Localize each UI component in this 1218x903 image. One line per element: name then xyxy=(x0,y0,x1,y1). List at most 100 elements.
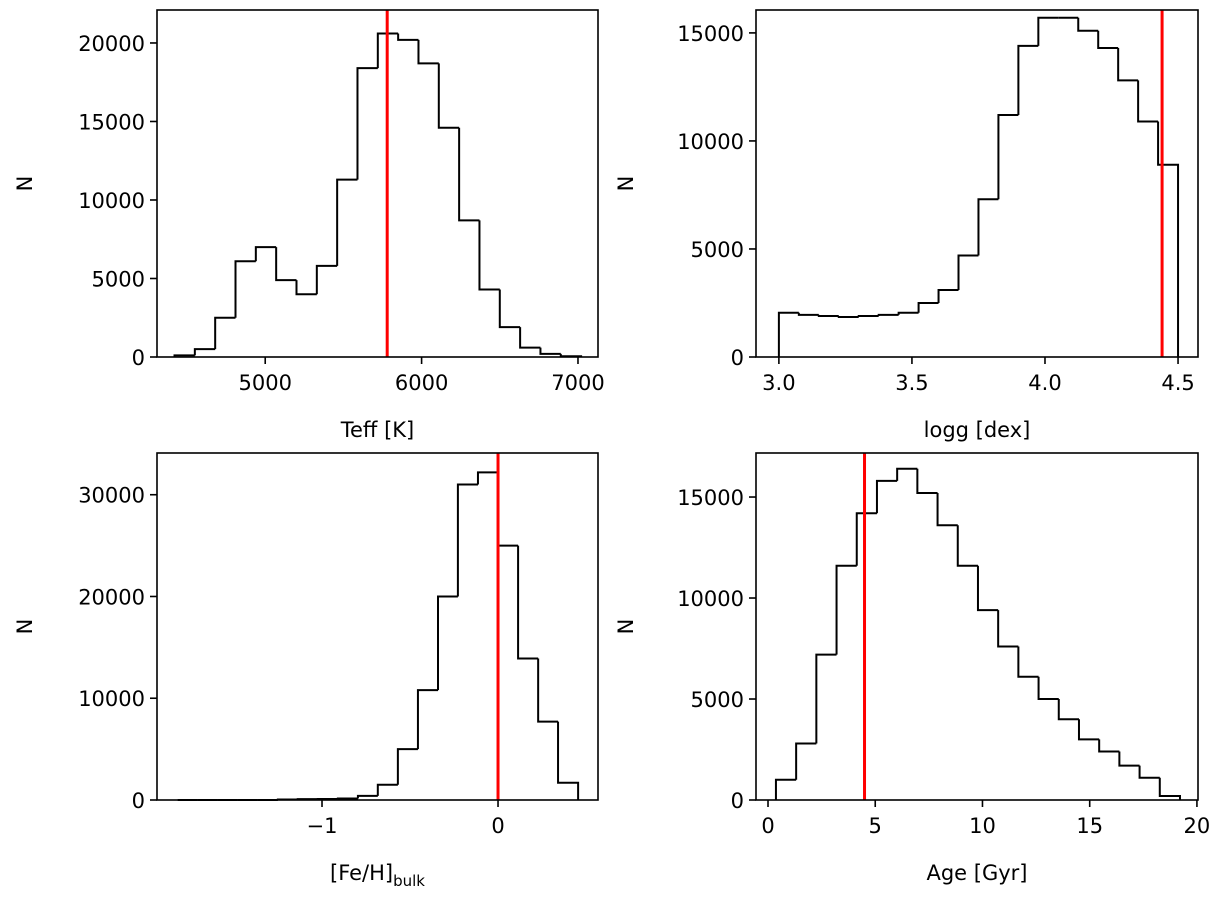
y-tick-label: 10000 xyxy=(677,587,744,611)
y-tick-label: 15000 xyxy=(677,486,744,510)
x-tick-label: 0 xyxy=(491,814,504,838)
axes-frame xyxy=(755,9,1199,358)
hist-step xyxy=(336,797,358,800)
hist-step xyxy=(336,178,358,266)
hist-step xyxy=(557,721,580,800)
hist-step xyxy=(539,347,561,355)
hist-step xyxy=(997,610,1019,648)
hist-step xyxy=(957,254,979,291)
hist-step xyxy=(456,483,478,597)
hist-step xyxy=(234,260,256,318)
x-tick-label: 6000 xyxy=(395,371,448,395)
hist-step xyxy=(397,33,419,41)
hist-step xyxy=(517,545,539,660)
hist-step xyxy=(1017,44,1039,116)
x-axis-label-main: logg [dex] xyxy=(924,418,1031,442)
hist-step xyxy=(497,472,519,547)
hist-step xyxy=(857,314,879,318)
x-axis-label: logg [dex] xyxy=(924,418,1031,442)
hist-step xyxy=(897,311,919,315)
hist-step xyxy=(1117,48,1139,82)
y-tick-label: 5000 xyxy=(691,688,744,712)
hist-step xyxy=(275,247,297,282)
hist-step xyxy=(356,67,378,180)
x-axis-label: Age [Gyr] xyxy=(926,861,1027,885)
hist-step xyxy=(1037,16,1059,46)
y-tick-label: 0 xyxy=(132,789,145,813)
hist-step xyxy=(896,467,918,481)
hist-step xyxy=(214,316,236,350)
subplot: 3.0 3.5 4.0 4.5 0 5000 10000 15000 logg [dex] N xyxy=(614,9,1199,442)
x-axis-label-main: Age [Gyr] xyxy=(926,861,1027,885)
hist-step xyxy=(875,479,898,514)
hist-step xyxy=(1037,676,1059,701)
hist-step xyxy=(1017,646,1039,678)
hist-step xyxy=(937,289,959,303)
hist-step xyxy=(1057,699,1079,721)
y-tick-label: 5000 xyxy=(92,267,145,291)
x-tick-label: 5000 xyxy=(238,371,291,395)
hist-step xyxy=(774,778,797,800)
y-tick-label: 20000 xyxy=(78,585,145,609)
hist-step xyxy=(376,32,399,69)
y-tick-label: 20000 xyxy=(78,32,145,56)
hist-step xyxy=(376,783,398,796)
x-tick-label: 7000 xyxy=(551,371,604,395)
hist-step xyxy=(1077,719,1100,741)
y-tick-label: 10000 xyxy=(78,687,145,711)
x-axis-label-main: [Fe/H] xyxy=(330,861,393,885)
y-tick-label: 0 xyxy=(731,346,744,370)
hist-step xyxy=(837,315,859,319)
y-tick-label: 0 xyxy=(731,789,744,813)
hist-step xyxy=(295,280,317,296)
hist-step xyxy=(498,289,521,329)
hist-step xyxy=(476,471,499,485)
hist-step xyxy=(1138,765,1160,779)
x-tick-label: 3.5 xyxy=(895,371,928,395)
axes-frame xyxy=(156,9,599,358)
hist-step xyxy=(193,348,216,356)
hist-step xyxy=(1077,17,1099,32)
hist-step xyxy=(936,492,958,527)
hist-step xyxy=(417,39,439,65)
hist-step xyxy=(537,658,559,723)
hist-step xyxy=(315,264,338,295)
hist-step xyxy=(396,748,418,785)
x-tick-label: 5 xyxy=(869,814,882,838)
x-tick-label: 4.5 xyxy=(1161,371,1194,395)
y-tick-label: 30000 xyxy=(78,484,145,508)
x-tick-label: 10 xyxy=(969,814,996,838)
x-tick-label: −1 xyxy=(307,814,338,838)
hist-step xyxy=(1098,739,1120,753)
hist-step xyxy=(458,127,480,222)
x-tick-label: 15 xyxy=(1076,814,1103,838)
hist-step xyxy=(1157,121,1180,357)
y-axis-label: N xyxy=(13,619,37,635)
hist-step xyxy=(877,313,899,316)
hist-step xyxy=(437,63,460,129)
hist-step xyxy=(777,311,799,357)
subplot: 0 5 10 15 20 0 5000 10000 15000 Age [Gyr] N xyxy=(614,452,1210,885)
hist-step xyxy=(795,742,817,780)
hist-step xyxy=(997,114,1019,200)
hist-step xyxy=(478,220,500,291)
y-tick-label: 10000 xyxy=(677,130,744,154)
hist-step xyxy=(437,595,458,691)
hist-step xyxy=(519,327,541,349)
hist-step xyxy=(835,564,857,655)
hist-step xyxy=(1158,777,1181,800)
axes-frame xyxy=(156,452,599,801)
x-axis-label-main: Teff [K] xyxy=(340,418,414,442)
x-tick-label: 3.0 xyxy=(762,371,795,395)
y-axis-label: N xyxy=(13,176,37,192)
x-tick-label: 0 xyxy=(761,814,774,838)
hist-step xyxy=(1097,30,1119,50)
hist-step xyxy=(956,525,978,567)
x-tick-label: 4.0 xyxy=(1028,371,1061,395)
hist-step xyxy=(797,312,819,316)
hist-step xyxy=(917,301,939,313)
hist-step xyxy=(977,198,999,256)
y-tick-label: 15000 xyxy=(677,22,744,46)
hist-step xyxy=(855,512,877,566)
hist-step xyxy=(416,689,439,750)
